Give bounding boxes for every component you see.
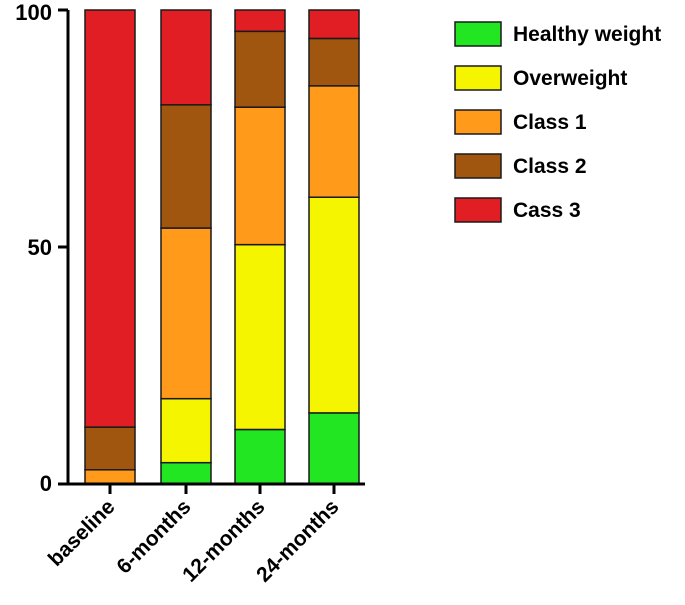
legend-swatch-healthy-weight: [454, 21, 502, 47]
y-tick-label: 0: [40, 471, 52, 496]
bar-segment-baseline-class-1: [84, 469, 136, 485]
bar-segment-6-months-cass-3: [160, 9, 212, 106]
legend-label: Healthy weight: [513, 23, 661, 46]
bar-segment-24-months-class-1: [308, 85, 360, 198]
legend-label: Cass 3: [513, 199, 581, 222]
legend-swatch-class-1: [454, 109, 502, 135]
legend: Healthy weight Overweight Class 1 Class 2 Ca…: [454, 21, 661, 223]
y-tick-label: 100: [15, 0, 52, 25]
bar-segment-baseline-cass-3: [84, 9, 136, 428]
bar-segment-6-months-healthy-weight: [160, 461, 212, 485]
bar-segment-12-months-healthy-weight: [234, 428, 286, 485]
bar-segment-24-months-class-2: [308, 37, 360, 87]
legend-swatch-overweight: [454, 65, 502, 91]
y-ticks-group: 0 50 100: [15, 0, 68, 496]
legend-label: Class 1: [513, 111, 587, 134]
bar-segment-24-months-cass-3: [308, 9, 360, 40]
bar-segment-baseline-class-2: [84, 426, 136, 471]
bar-segment-6-months-class-1: [160, 227, 212, 400]
bar-segment-12-months-cass-3: [234, 9, 286, 33]
bar-segment-6-months-class-2: [160, 104, 212, 229]
bar-segment-24-months-overweight: [308, 196, 360, 414]
bar-segment-24-months-healthy-weight: [308, 412, 360, 485]
bar-segment-12-months-class-1: [234, 106, 286, 246]
bar-segment-12-months-overweight: [234, 243, 286, 431]
y-tick-label: 50: [28, 235, 52, 260]
bar-segment-6-months-overweight: [160, 397, 212, 464]
legend-label: Class 2: [513, 155, 587, 178]
bars-group: [84, 9, 360, 485]
bar-segment-12-months-class-2: [234, 30, 286, 108]
legend-swatch-class-2: [454, 153, 502, 179]
legend-swatch-cass-3: [454, 197, 502, 223]
legend-label: Overweight: [513, 67, 627, 90]
x-tick-label-baseline: baseline: [44, 495, 120, 571]
